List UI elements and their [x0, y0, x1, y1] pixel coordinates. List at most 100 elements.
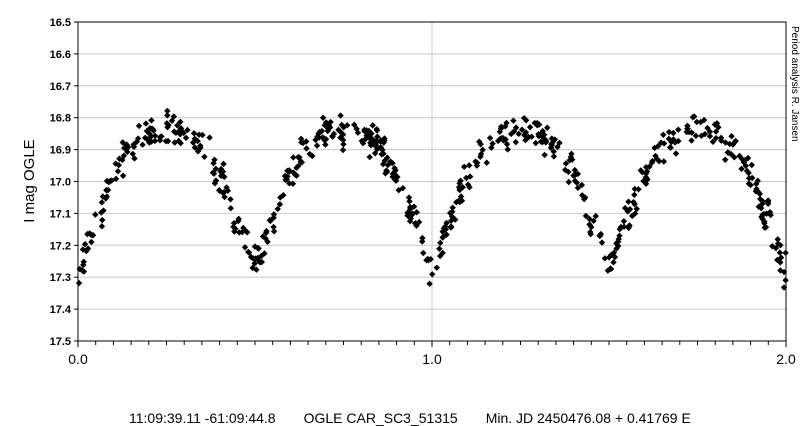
data-point — [521, 131, 528, 139]
data-point — [644, 176, 651, 183]
data-point — [372, 138, 379, 145]
data-point — [172, 129, 180, 137]
data-point — [777, 267, 784, 274]
data-point — [115, 161, 122, 169]
data-point — [774, 236, 781, 243]
data-point — [571, 166, 579, 174]
y-tick-label: 17.4 — [50, 304, 72, 316]
data-point — [227, 196, 234, 203]
data-point — [319, 114, 327, 122]
data-point — [504, 146, 511, 153]
data-point — [261, 250, 268, 257]
data-point — [380, 160, 387, 168]
y-tick-label: 17.2 — [50, 240, 71, 252]
data-point — [337, 134, 344, 141]
data-point — [715, 124, 722, 131]
data-point — [426, 280, 433, 288]
data-point — [164, 107, 171, 115]
data-point — [607, 265, 614, 272]
data-point — [410, 203, 418, 210]
data-point — [80, 268, 88, 275]
data-point — [512, 124, 520, 131]
y-axis-title: I mag OGLE — [21, 139, 38, 222]
data-point — [457, 193, 465, 200]
data-point — [626, 206, 634, 213]
data-point — [170, 113, 178, 120]
data-point — [437, 239, 444, 247]
data-point — [541, 151, 548, 159]
data-point — [675, 126, 682, 133]
data-point — [124, 143, 132, 151]
data-point — [633, 205, 640, 213]
data-point — [365, 131, 373, 138]
data-point — [88, 238, 95, 246]
data-point — [774, 240, 782, 247]
data-point — [195, 146, 202, 153]
data-point — [114, 168, 122, 175]
data-point — [277, 194, 284, 201]
data-point — [574, 184, 582, 192]
data-point — [457, 177, 464, 185]
data-point — [447, 223, 455, 230]
data-point — [497, 125, 505, 132]
data-point — [131, 155, 138, 162]
data-point — [340, 124, 347, 131]
data-point — [443, 219, 450, 227]
data-point — [503, 119, 510, 127]
data-point — [764, 198, 772, 206]
data-point — [651, 144, 658, 152]
data-point — [713, 120, 721, 127]
data-point — [292, 171, 299, 179]
data-point — [476, 138, 483, 145]
data-point — [141, 134, 149, 142]
data-point — [182, 134, 190, 142]
data-point — [227, 205, 234, 212]
data-point — [539, 138, 546, 146]
data-point — [562, 160, 570, 167]
data-point — [210, 160, 217, 167]
data-point — [369, 122, 376, 129]
data-point — [419, 234, 426, 242]
data-point — [176, 131, 184, 138]
data-point — [449, 204, 456, 211]
data-point — [413, 220, 420, 228]
data-point — [631, 185, 638, 193]
data-point — [163, 120, 171, 127]
data-point — [309, 152, 316, 160]
data-point — [382, 170, 389, 177]
data-point — [684, 122, 691, 130]
data-point — [500, 137, 507, 144]
data-point — [286, 180, 293, 187]
data-point — [748, 174, 756, 182]
y-tick-label: 16.7 — [50, 81, 71, 93]
data-point — [433, 264, 440, 271]
data-point — [361, 127, 369, 135]
data-point — [339, 146, 347, 154]
data-point — [759, 198, 766, 205]
data-point — [483, 159, 490, 166]
data-point — [520, 114, 528, 122]
data-point — [738, 165, 745, 173]
data-point — [528, 133, 535, 140]
data-point — [303, 138, 310, 145]
data-point — [726, 140, 733, 148]
data-point — [646, 163, 653, 171]
data-point — [235, 215, 242, 223]
data-point — [449, 208, 456, 215]
data-point — [297, 135, 305, 142]
data-point — [295, 162, 302, 170]
data-point — [709, 138, 717, 145]
data-point — [112, 175, 120, 182]
data-point — [507, 130, 515, 138]
data-point — [322, 141, 329, 148]
data-point — [610, 259, 617, 266]
data-point — [254, 254, 262, 262]
data-point — [241, 244, 249, 251]
data-point — [84, 245, 92, 252]
data-point — [738, 155, 745, 162]
data-point — [769, 243, 776, 250]
data-point — [550, 148, 557, 155]
data-point — [706, 133, 714, 140]
data-point — [151, 137, 159, 145]
data-point — [175, 137, 182, 145]
